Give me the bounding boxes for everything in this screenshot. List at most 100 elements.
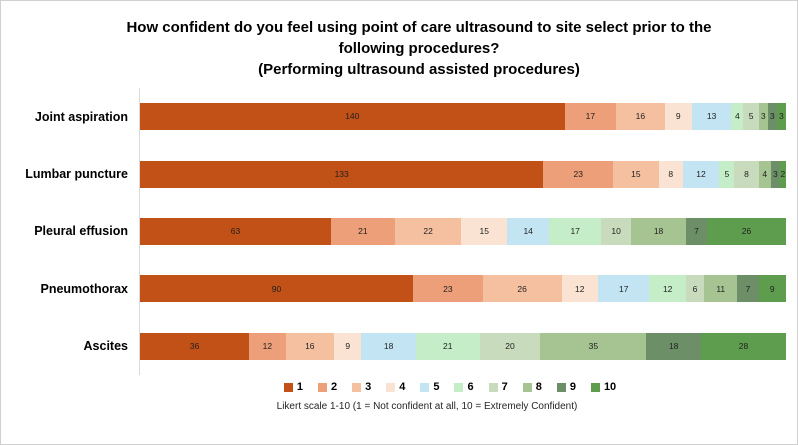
bar-segment: 9 [664,103,692,131]
segment-value-label: 21 [443,341,453,351]
segment-value-label: 3 [772,168,778,179]
segment-value-label: 9 [675,111,681,122]
segment-value-label: 17 [585,111,596,122]
bar-segment: 21 [415,332,480,360]
category-label: Pleural effusion [34,224,128,239]
bar-segment: 22 [394,217,462,245]
bar-segment: 28 [701,332,786,360]
segment-value-label: 3 [779,111,784,122]
category-label-slot: Joint aspiration [1,88,128,145]
category-label-slot: Ascites [1,318,128,375]
segment-value-label: 4 [735,111,740,122]
segment-value-label: 35 [588,341,599,351]
segment-value-label: 15 [479,226,489,237]
bar-segment: 133 [140,160,544,188]
legend-label: 6 [467,381,474,393]
bar-segment: 14 [506,217,550,245]
bar-segment: 7 [737,275,759,303]
legend-item: 5 [420,381,439,393]
title-block: How confident do you feel using point of… [1,1,797,80]
bar-segment: 12 [649,275,686,303]
segment-value-label: 8 [744,168,749,179]
segment-value-label: 63 [230,226,241,237]
legend-item: 10 [590,381,617,393]
bar-segment: 8 [658,160,683,188]
stacked-bar: 133 23 15 8 12 5 8 4 3 2 [140,160,786,188]
segment-value-label: 16 [635,111,646,122]
bar-row: 140 17 16 9 13 4 5 3 3 3 [140,88,786,145]
legend-label: 2 [330,381,338,393]
legend-label: 10 [603,381,617,393]
legend-label: 9 [569,381,576,393]
bar-segment: 12 [561,275,598,303]
bar-segment: 2 [779,160,786,188]
segment-value-label: 15 [631,168,641,179]
bar-segment: 13 [691,103,732,131]
bar-segment: 4 [731,103,744,131]
chart-title: How confident do you feel using point of… [126,19,712,57]
segment-value-label: 7 [745,283,751,294]
category-label: Ascites [83,339,128,354]
segment-value-label: 6 [692,283,698,294]
segment-value-label: 133 [334,168,349,179]
bar-segment: 90 [140,275,413,303]
segment-value-label: 2 [780,168,786,179]
segment-value-label: 9 [345,341,351,351]
legend-swatch [590,382,600,392]
bar-segment: 8 [734,160,759,188]
category-axis: Joint aspiration Lumbar puncture Pleural e… [1,88,139,375]
segment-value-label: 16 [305,341,315,351]
bar-segment: 11 [704,275,738,303]
segment-value-label: 12 [662,283,673,294]
legend-label: 7 [501,381,508,393]
bar-segment: 20 [479,332,541,360]
bar-segment: 18 [646,332,701,360]
legend-label: 1 [296,381,303,393]
category-label: Pneumothorax [40,281,128,296]
bar-segment: 23 [412,275,483,303]
bar-segment: 5 [719,160,735,188]
segment-value-label: 5 [748,111,754,122]
segment-value-label: 11 [716,283,726,294]
category-label: Lumbar puncture [25,167,128,182]
bar-segment: 23 [543,160,614,188]
legend-item: 4 [386,381,405,393]
segment-value-label: 10 [611,226,621,237]
segment-value-label: 18 [668,341,679,351]
bar-segment: 10 [600,217,632,245]
bar-segment: 18 [361,332,416,360]
bar-segment: 12 [682,160,720,188]
legend-item: 2 [317,381,338,393]
bar-segment: 140 [140,103,565,131]
segment-value-label: 12 [696,168,706,179]
legend-label: 3 [365,381,372,393]
legend-item: 3 [352,381,371,393]
category-label-slot: Lumbar puncture [1,145,128,202]
segment-value-label: 22 [423,226,433,237]
segment-value-label: 26 [517,283,527,294]
segment-value-label: 36 [189,341,200,351]
segment-value-label: 3 [760,111,766,122]
legend-item: 6 [454,381,474,393]
bar-segment: 5 [743,103,759,131]
legend-item: 8 [522,381,542,393]
legend-item: 1 [283,381,303,393]
segment-value-label: 12 [262,341,273,351]
plot-area: Joint aspiration Lumbar puncture Pleural e… [1,88,797,375]
stacked-bar: 63 21 22 15 14 17 10 18 7 26 [140,217,786,245]
bar-segment: 36 [140,332,250,360]
legend-label: 5 [433,381,440,393]
axis-caption: Likert scale 1-10 (1 = Not confident at … [276,401,578,412]
bar-segment: 16 [616,103,665,131]
segment-value-label: 23 [573,168,583,179]
bar-segment: 7 [685,217,708,245]
category-label-slot: Pneumothorax [1,260,128,317]
segment-value-label: 17 [570,226,580,237]
legend-swatch [488,382,498,392]
legend-swatch [556,382,566,392]
bar-segment: 17 [597,275,650,303]
segment-value-label: 4 [762,168,768,179]
bar-row: 90 23 26 12 17 12 6 11 7 9 [140,260,786,317]
bar-segment: 35 [540,332,647,360]
segment-value-label: 23 [443,283,453,294]
